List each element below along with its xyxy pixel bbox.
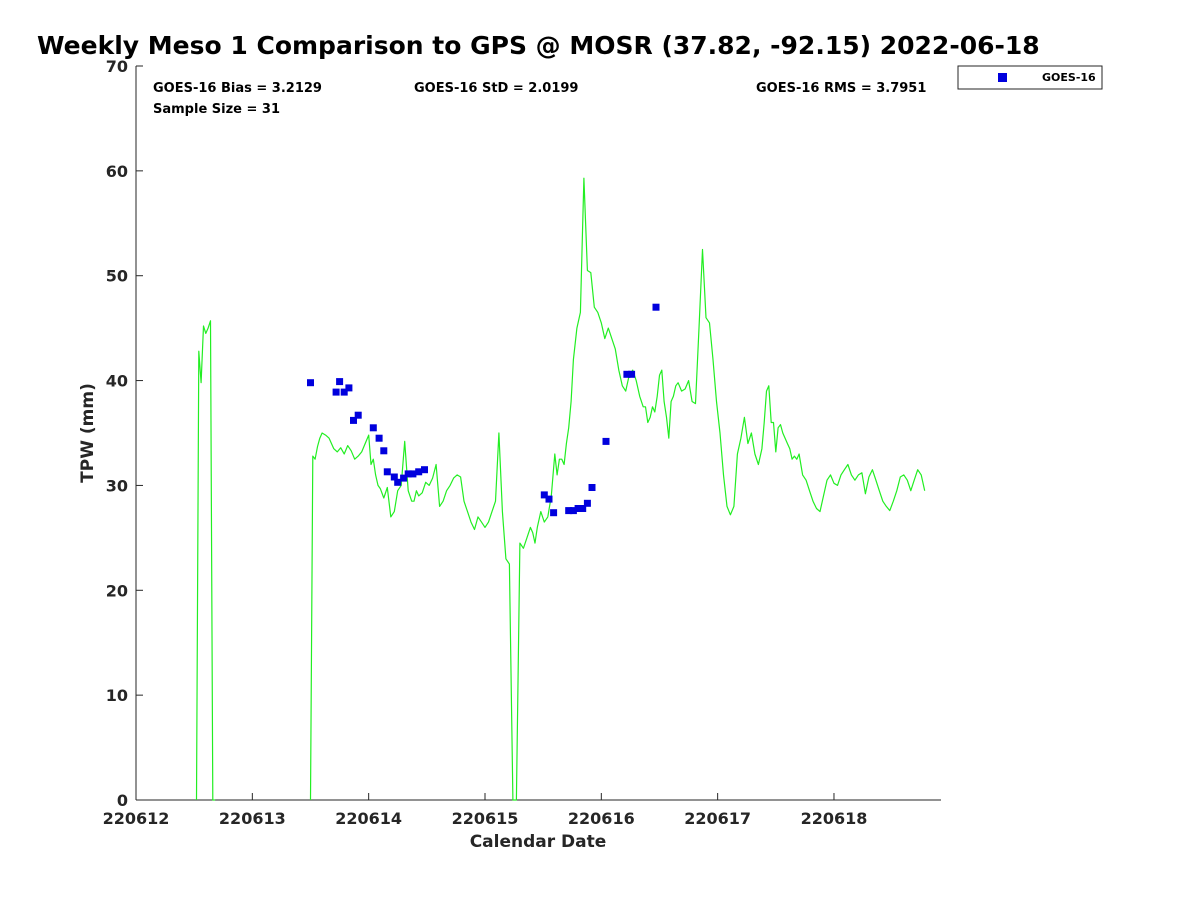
gps-line-segment	[195, 320, 216, 801]
y-axis-label: TPW (mm)	[78, 383, 98, 483]
goes-16-point	[569, 507, 577, 515]
y-tick-label: 70	[106, 57, 128, 76]
goes-16-point	[332, 388, 340, 396]
std-stat: GOES-16 StD = 2.0199	[414, 81, 578, 96]
goes-16-point	[540, 491, 548, 499]
legend-entry-goes-16: GOES-16	[1042, 71, 1096, 84]
goes-16-point	[583, 499, 591, 507]
goes-16-point	[350, 416, 357, 424]
goes-16-point	[409, 470, 417, 478]
y-tick-label: 30	[106, 476, 128, 495]
goes-16-point	[628, 370, 636, 378]
rms-stat: GOES-16 RMS = 3.7951	[756, 81, 926, 96]
goes-16-point	[623, 370, 631, 378]
y-tick-label: 0	[117, 791, 128, 810]
goes-16-point	[565, 507, 573, 515]
goes-16-point	[550, 509, 558, 517]
goes-16-point	[394, 478, 402, 486]
goes-16-point	[579, 505, 587, 512]
legend-box	[957, 65, 1103, 90]
y-tick-label: 50	[106, 267, 128, 286]
goes-16-point	[588, 484, 596, 491]
goes-16-point	[545, 495, 553, 503]
legend: GOES-16	[957, 65, 1103, 90]
goes-16-series	[307, 303, 660, 517]
goes-16-point	[345, 384, 353, 392]
goes-16-point	[336, 378, 344, 386]
y-tick-label: 10	[106, 686, 128, 705]
goes-16-point	[380, 447, 388, 455]
goes-16-point	[652, 303, 660, 311]
y-tick-label: 20	[106, 581, 128, 600]
x-tick-label: 220615	[452, 809, 519, 828]
goes-16-point	[354, 411, 362, 419]
sample-size-stat: Sample Size = 31	[153, 102, 280, 117]
goes-16-point	[574, 505, 582, 512]
goes-16-point	[415, 468, 423, 476]
goes-16-point	[369, 424, 377, 432]
y-tick-label: 60	[106, 162, 128, 181]
gps-series	[195, 177, 926, 801]
chart-title: Weekly Meso 1 Comparison to GPS @ MOSR (…	[37, 31, 1040, 60]
plot-area	[136, 66, 941, 800]
goes-16-point	[375, 434, 383, 442]
goes-16-point	[383, 468, 391, 476]
x-tick-label: 220616	[568, 809, 635, 828]
goes-16-point	[390, 473, 398, 481]
goes-16-point	[602, 437, 610, 445]
x-tick-label: 220617	[684, 809, 751, 828]
y-tick-label: 40	[106, 372, 128, 391]
goes-16-point	[421, 466, 428, 474]
goes-16-point	[404, 470, 412, 478]
x-axis: 220612 220613 220614 220615 220616 220617 2206…	[103, 793, 868, 828]
goes-16-point	[340, 388, 348, 396]
x-tick-label: 220613	[219, 809, 286, 828]
gps-line-segment	[309, 177, 926, 801]
x-tick-label: 220614	[335, 809, 402, 828]
x-axis-label: Calendar Date	[470, 832, 607, 852]
goes-16-point	[400, 474, 408, 482]
x-tick-label: 220612	[103, 809, 170, 828]
x-tick-label: 220618	[801, 809, 868, 828]
y-axis: 0 10 20 30 40 50 60 70	[106, 57, 143, 810]
goes-16-point	[307, 379, 314, 387]
bias-stat: GOES-16 Bias = 3.2129	[153, 81, 322, 96]
legend-marker-goes-16	[998, 73, 1007, 82]
